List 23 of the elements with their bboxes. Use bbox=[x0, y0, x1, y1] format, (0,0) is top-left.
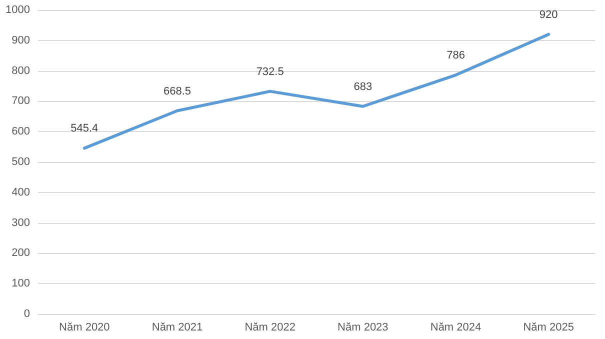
y-tick-label: 1000 bbox=[6, 4, 30, 16]
data-label: 786 bbox=[446, 50, 465, 62]
y-tick-label: 900 bbox=[12, 34, 30, 46]
data-label: 545.4 bbox=[70, 122, 98, 135]
x-tick-label: Năm 2025 bbox=[523, 322, 574, 334]
y-tick-label: 800 bbox=[12, 64, 30, 77]
y-tick-label: 100 bbox=[12, 278, 30, 290]
data-label: 920 bbox=[539, 8, 558, 21]
data-label: 668.5 bbox=[163, 85, 192, 98]
x-tick-label: Năm 2020 bbox=[59, 322, 110, 334]
x-tick-label: Năm 2023 bbox=[338, 322, 388, 334]
y-tick-label: 200 bbox=[12, 247, 30, 260]
y-tick-label: 600 bbox=[12, 126, 30, 138]
x-tick-label: Năm 2021 bbox=[152, 322, 203, 334]
data-label: 732.5 bbox=[256, 66, 284, 78]
y-tick-label: 0 bbox=[24, 308, 30, 320]
y-tick-label: 700 bbox=[12, 95, 30, 108]
y-tick-label: 400 bbox=[12, 186, 30, 198]
y-tick-label: 300 bbox=[12, 216, 30, 229]
x-tick-label: Năm 2024 bbox=[430, 322, 482, 334]
data-label: 683 bbox=[354, 80, 372, 93]
x-tick-label: Năm 2022 bbox=[244, 322, 296, 334]
y-tick-label: 500 bbox=[12, 156, 30, 168]
